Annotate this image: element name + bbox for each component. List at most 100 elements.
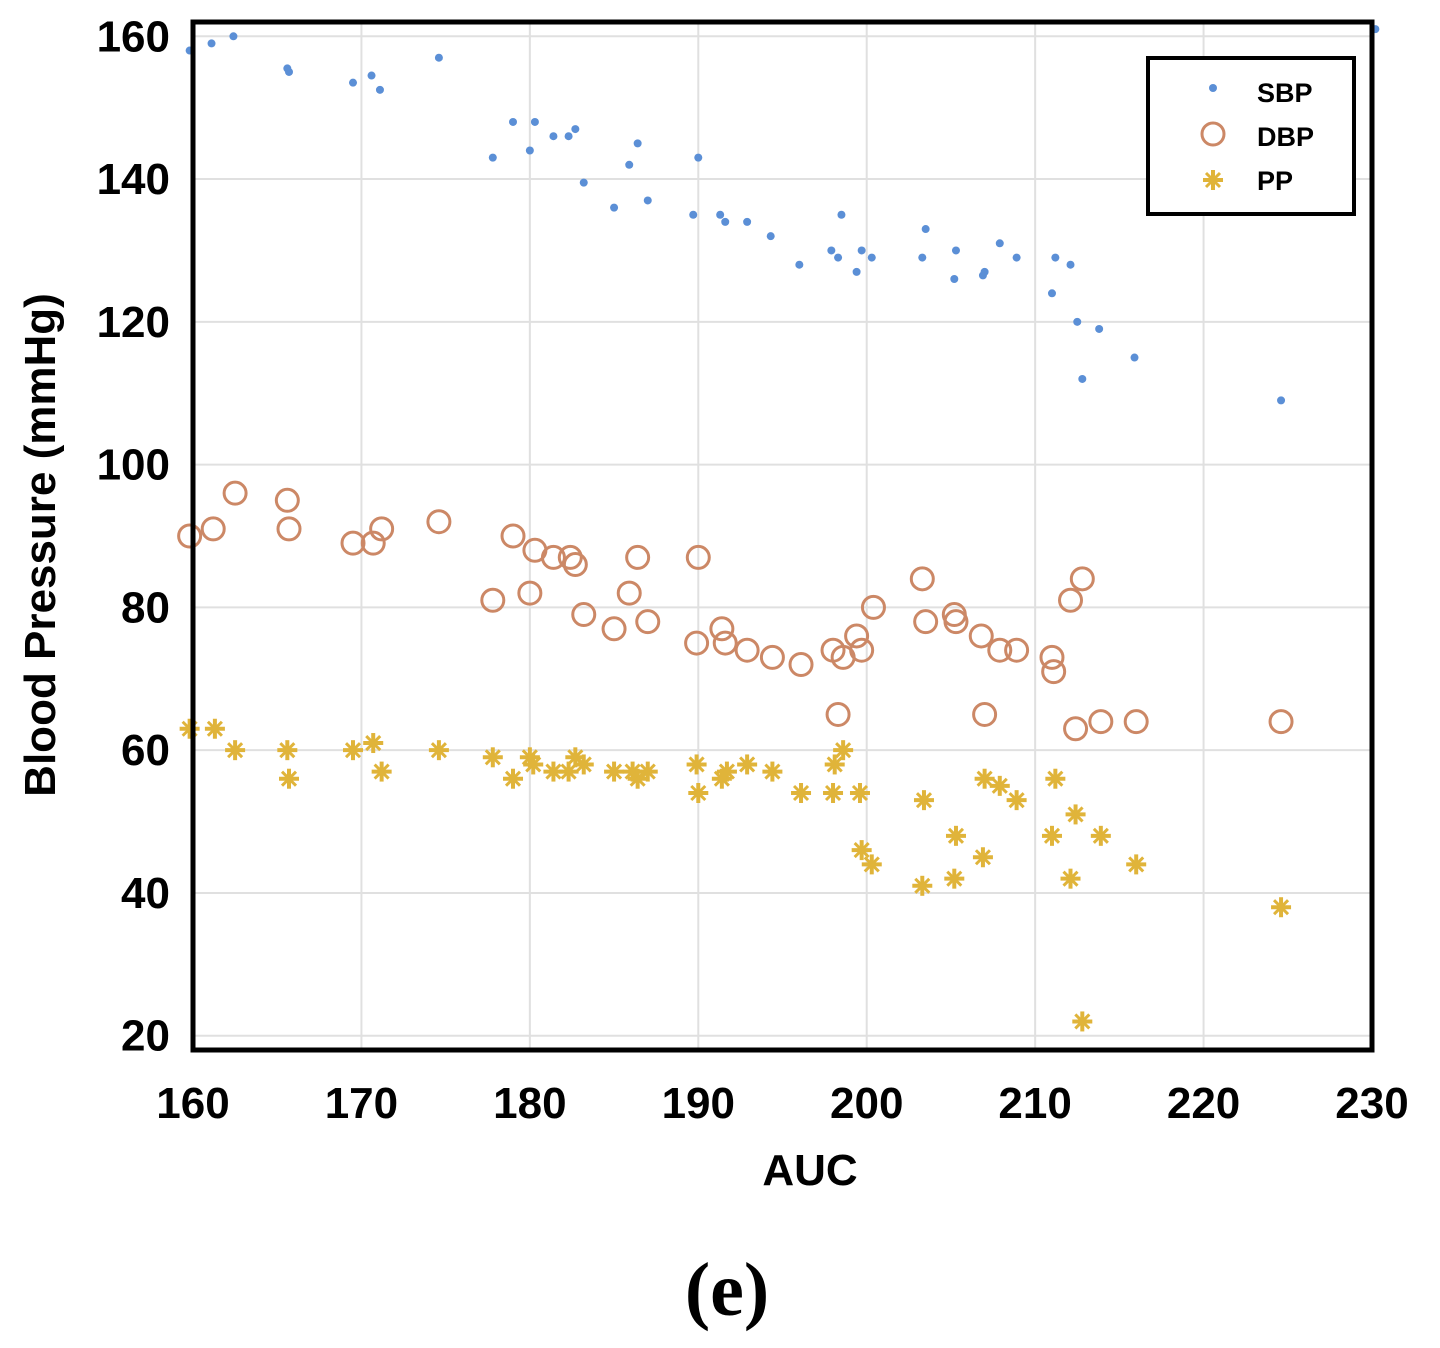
- point-sbp: [743, 217, 752, 226]
- point-sbp: [716, 210, 725, 219]
- point-sbp: [207, 39, 216, 48]
- point-sbp: [1047, 289, 1056, 298]
- point-pp: [737, 754, 758, 775]
- point-pp: [1072, 1011, 1093, 1032]
- point-pp: [849, 783, 870, 803]
- point-sbp: [766, 232, 775, 241]
- legend-marker-pp: [1203, 170, 1223, 190]
- legend-box: [1146, 56, 1356, 216]
- y-tick-label: 20: [121, 1012, 170, 1061]
- point-dbp: [759, 644, 785, 670]
- series-pp: [179, 718, 1292, 1032]
- point-pp: [558, 761, 579, 782]
- point-dbp: [825, 701, 851, 727]
- point-pp: [989, 775, 1010, 796]
- legend: SBP DBP PP: [1146, 56, 1356, 216]
- point-sbp: [229, 32, 238, 41]
- point-pp: [637, 761, 658, 782]
- point-sbp: [867, 253, 876, 262]
- point-dbp: [1088, 709, 1114, 735]
- y-tick-label: 120: [97, 298, 170, 347]
- point-pp: [1126, 854, 1147, 875]
- point-dbp: [1039, 644, 1065, 670]
- point-dbp: [480, 587, 506, 613]
- point-dbp: [540, 544, 566, 570]
- legend-label-pp: PP: [1257, 166, 1293, 196]
- point-dbp: [557, 544, 583, 570]
- y-tick-labels: 20 40 60 80 100 120 140 160: [97, 12, 170, 1060]
- point-sbp: [530, 117, 539, 126]
- point-dbp: [1041, 659, 1067, 685]
- point-sbp: [918, 253, 927, 262]
- point-sbp: [694, 153, 703, 162]
- point-pp: [179, 718, 200, 739]
- legend-markers: [1200, 84, 1226, 190]
- point-sbp: [1012, 253, 1021, 262]
- point-pp: [604, 761, 625, 782]
- point-dbp: [1004, 637, 1030, 663]
- point-pp: [1090, 825, 1111, 846]
- point-sbp: [1066, 260, 1075, 269]
- point-dbp: [734, 637, 760, 663]
- x-tick-label: 160: [156, 1079, 229, 1128]
- point-sbp: [857, 246, 866, 255]
- point-dbp: [684, 630, 710, 656]
- data-points: [177, 25, 1380, 1032]
- series-dbp: [177, 480, 1294, 742]
- point-dbp: [276, 516, 302, 542]
- y-tick-label: 100: [97, 441, 170, 490]
- y-tick-label: 140: [97, 155, 170, 204]
- point-pp: [503, 768, 524, 789]
- x-tick-label: 200: [830, 1079, 903, 1128]
- point-sbp: [1073, 317, 1082, 326]
- legend-marker-dbp: [1200, 121, 1226, 147]
- point-dbp: [200, 516, 226, 542]
- x-tick-label: 170: [325, 1079, 398, 1128]
- point-sbp: [1277, 396, 1286, 405]
- point-dbp: [844, 623, 870, 649]
- point-pp: [1271, 897, 1292, 918]
- point-pp: [523, 754, 544, 775]
- point-pp: [791, 783, 812, 803]
- point-sbp: [549, 132, 558, 141]
- point-sbp: [610, 203, 619, 212]
- point-dbp: [712, 630, 738, 656]
- point-sbp: [571, 125, 580, 134]
- point-pp: [913, 790, 934, 811]
- point-dbp: [1063, 716, 1089, 742]
- point-sbp: [689, 210, 698, 219]
- point-dbp: [562, 552, 588, 578]
- point-sbp: [488, 153, 497, 162]
- point-pp: [204, 718, 225, 739]
- point-sbp: [434, 53, 443, 62]
- point-pp: [482, 747, 503, 768]
- point-dbp: [274, 487, 300, 513]
- point-sbp: [852, 267, 861, 276]
- point-dbp: [1069, 566, 1095, 592]
- x-tick-label: 180: [493, 1079, 566, 1128]
- point-sbp: [1078, 374, 1087, 383]
- y-tick-label: 80: [121, 583, 170, 632]
- point-pp: [627, 768, 648, 789]
- point-dbp: [972, 701, 998, 727]
- point-pp: [833, 740, 854, 761]
- y-tick-label: 160: [97, 12, 170, 61]
- y-tick-label: 60: [121, 726, 170, 775]
- point-pp: [279, 768, 300, 789]
- point-dbp: [987, 637, 1013, 663]
- point-sbp: [367, 71, 376, 80]
- point-dbp: [635, 609, 661, 635]
- figure-caption: (e): [685, 1248, 769, 1332]
- point-pp: [277, 740, 298, 761]
- point-pp: [861, 854, 882, 875]
- point-sbp: [1130, 353, 1139, 362]
- point-sbp: [827, 246, 836, 255]
- point-pp: [972, 847, 993, 868]
- point-pp: [851, 840, 872, 861]
- point-pp: [686, 754, 707, 775]
- point-dbp: [616, 580, 642, 606]
- point-dbp: [849, 637, 875, 663]
- point-dbp: [968, 623, 994, 649]
- point-pp: [944, 868, 965, 889]
- point-dbp: [709, 616, 735, 642]
